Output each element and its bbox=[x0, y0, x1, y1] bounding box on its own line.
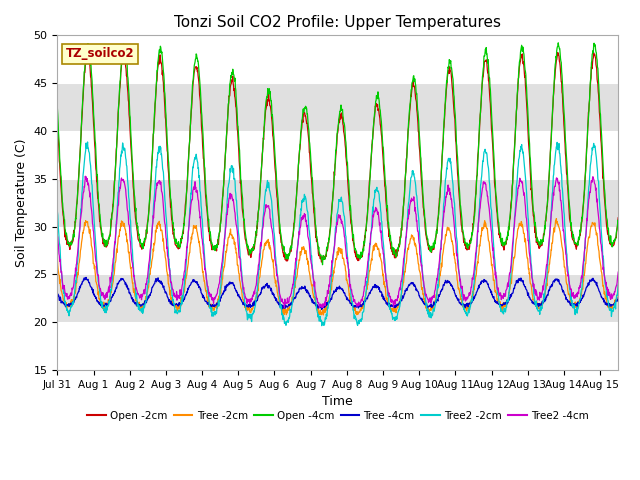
Bar bbox=[58, 275, 618, 322]
Text: TZ_soilco2: TZ_soilco2 bbox=[66, 47, 134, 60]
Bar bbox=[58, 83, 618, 131]
Title: Tonzi Soil CO2 Profile: Upper Temperatures: Tonzi Soil CO2 Profile: Upper Temperatur… bbox=[174, 15, 501, 30]
X-axis label: Time: Time bbox=[323, 396, 353, 408]
Y-axis label: Soil Temperature (C): Soil Temperature (C) bbox=[15, 138, 28, 267]
Legend: Open -2cm, Tree -2cm, Open -4cm, Tree -4cm, Tree2 -2cm, Tree2 -4cm: Open -2cm, Tree -2cm, Open -4cm, Tree -4… bbox=[83, 407, 593, 425]
Bar bbox=[58, 179, 618, 227]
